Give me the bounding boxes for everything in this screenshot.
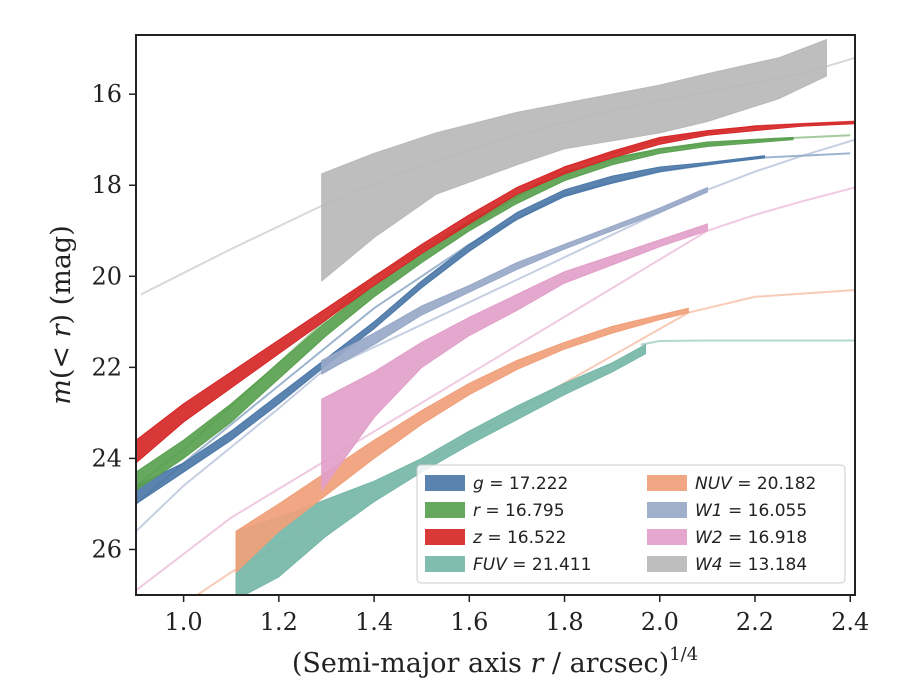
y-tick-label: 24 — [91, 444, 122, 472]
legend-label-w4: W4 = 13.184 — [695, 555, 807, 575]
legend-swatch-nuv — [647, 475, 687, 491]
band-g — [136, 155, 765, 505]
legend-swatch-w4 — [647, 556, 687, 572]
x-tick-label: 1.0 — [165, 608, 203, 636]
legend-swatch-fuv — [425, 556, 465, 572]
model-line-fuv — [640, 339, 855, 346]
x-axis-label: (Semi-major axis r / arcsec)1/4 — [292, 644, 698, 679]
x-tick-label: 1.2 — [260, 608, 298, 636]
legend-label-fuv: FUV = 21.411 — [473, 555, 591, 575]
x-tick-label: 2.4 — [831, 608, 869, 636]
band-r — [136, 136, 794, 491]
y-tick-label: 16 — [91, 80, 122, 108]
model-line-w1 — [136, 138, 855, 533]
x-tick-label: 2.2 — [736, 608, 774, 636]
y-tick-label: 20 — [91, 262, 122, 290]
band-fuv — [235, 343, 646, 595]
y-axis-label: m(< r) (mag) — [46, 225, 77, 404]
legend: g = 17.222 r = 16.795 z = 16.522 FUV = 21.4… — [416, 464, 846, 584]
legend-label-g: g = 17.222 — [473, 474, 568, 494]
legend-label-r: r = 16.795 — [473, 501, 565, 521]
legend-label-z: z = 16.522 — [472, 528, 566, 548]
x-tick-label: 1.4 — [355, 608, 393, 636]
y-tick-label: 18 — [91, 171, 122, 199]
band-w1 — [321, 186, 708, 376]
legend-swatch-r — [425, 502, 465, 518]
band-w4 — [321, 38, 827, 282]
x-tick-label: 1.8 — [545, 608, 583, 636]
band-nuv — [235, 307, 689, 574]
legend-label-nuv: NUV = 20.182 — [695, 474, 816, 494]
band-w2 — [321, 223, 708, 492]
bands — [136, 38, 855, 595]
plot-frame — [135, 34, 856, 596]
y-tick-label: 22 — [91, 353, 122, 381]
y-tick-label: 26 — [91, 535, 122, 563]
x-tick-label: 1.6 — [450, 608, 488, 636]
legend-swatch-g — [425, 475, 465, 491]
legend-swatch-w2 — [647, 529, 687, 545]
legend-swatch-z — [425, 529, 465, 545]
legend-label-w2: W2 = 16.918 — [695, 528, 807, 548]
legend-label-w1: W1 = 16.055 — [695, 501, 807, 521]
legend-swatch-w1 — [647, 502, 687, 518]
band-z — [136, 120, 855, 464]
legend-box — [416, 464, 846, 584]
x-tick-label: 2.0 — [641, 608, 679, 636]
axes: 1.0 1.2 1.4 1.6 1.8 2.0 2.2 2.4 16 18 20 22 24 26 — [91, 34, 869, 636]
